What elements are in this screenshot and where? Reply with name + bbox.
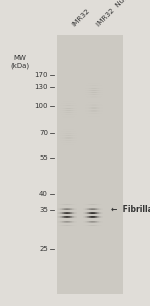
Text: 40: 40 bbox=[39, 191, 48, 197]
Text: 170: 170 bbox=[34, 72, 48, 78]
Text: IMR32  Nuclear: IMR32 Nuclear bbox=[96, 0, 139, 28]
Text: 35: 35 bbox=[39, 207, 48, 213]
Text: IMR32: IMR32 bbox=[71, 7, 91, 28]
Text: 70: 70 bbox=[39, 130, 48, 136]
Bar bbox=[57, 35, 123, 294]
Text: MW
(kDa): MW (kDa) bbox=[10, 55, 29, 69]
Text: 100: 100 bbox=[34, 103, 48, 109]
Text: ←  Fibrillarin: ← Fibrillarin bbox=[111, 205, 150, 214]
Text: 130: 130 bbox=[34, 84, 48, 90]
Text: 25: 25 bbox=[39, 246, 48, 252]
Text: 55: 55 bbox=[39, 155, 48, 161]
